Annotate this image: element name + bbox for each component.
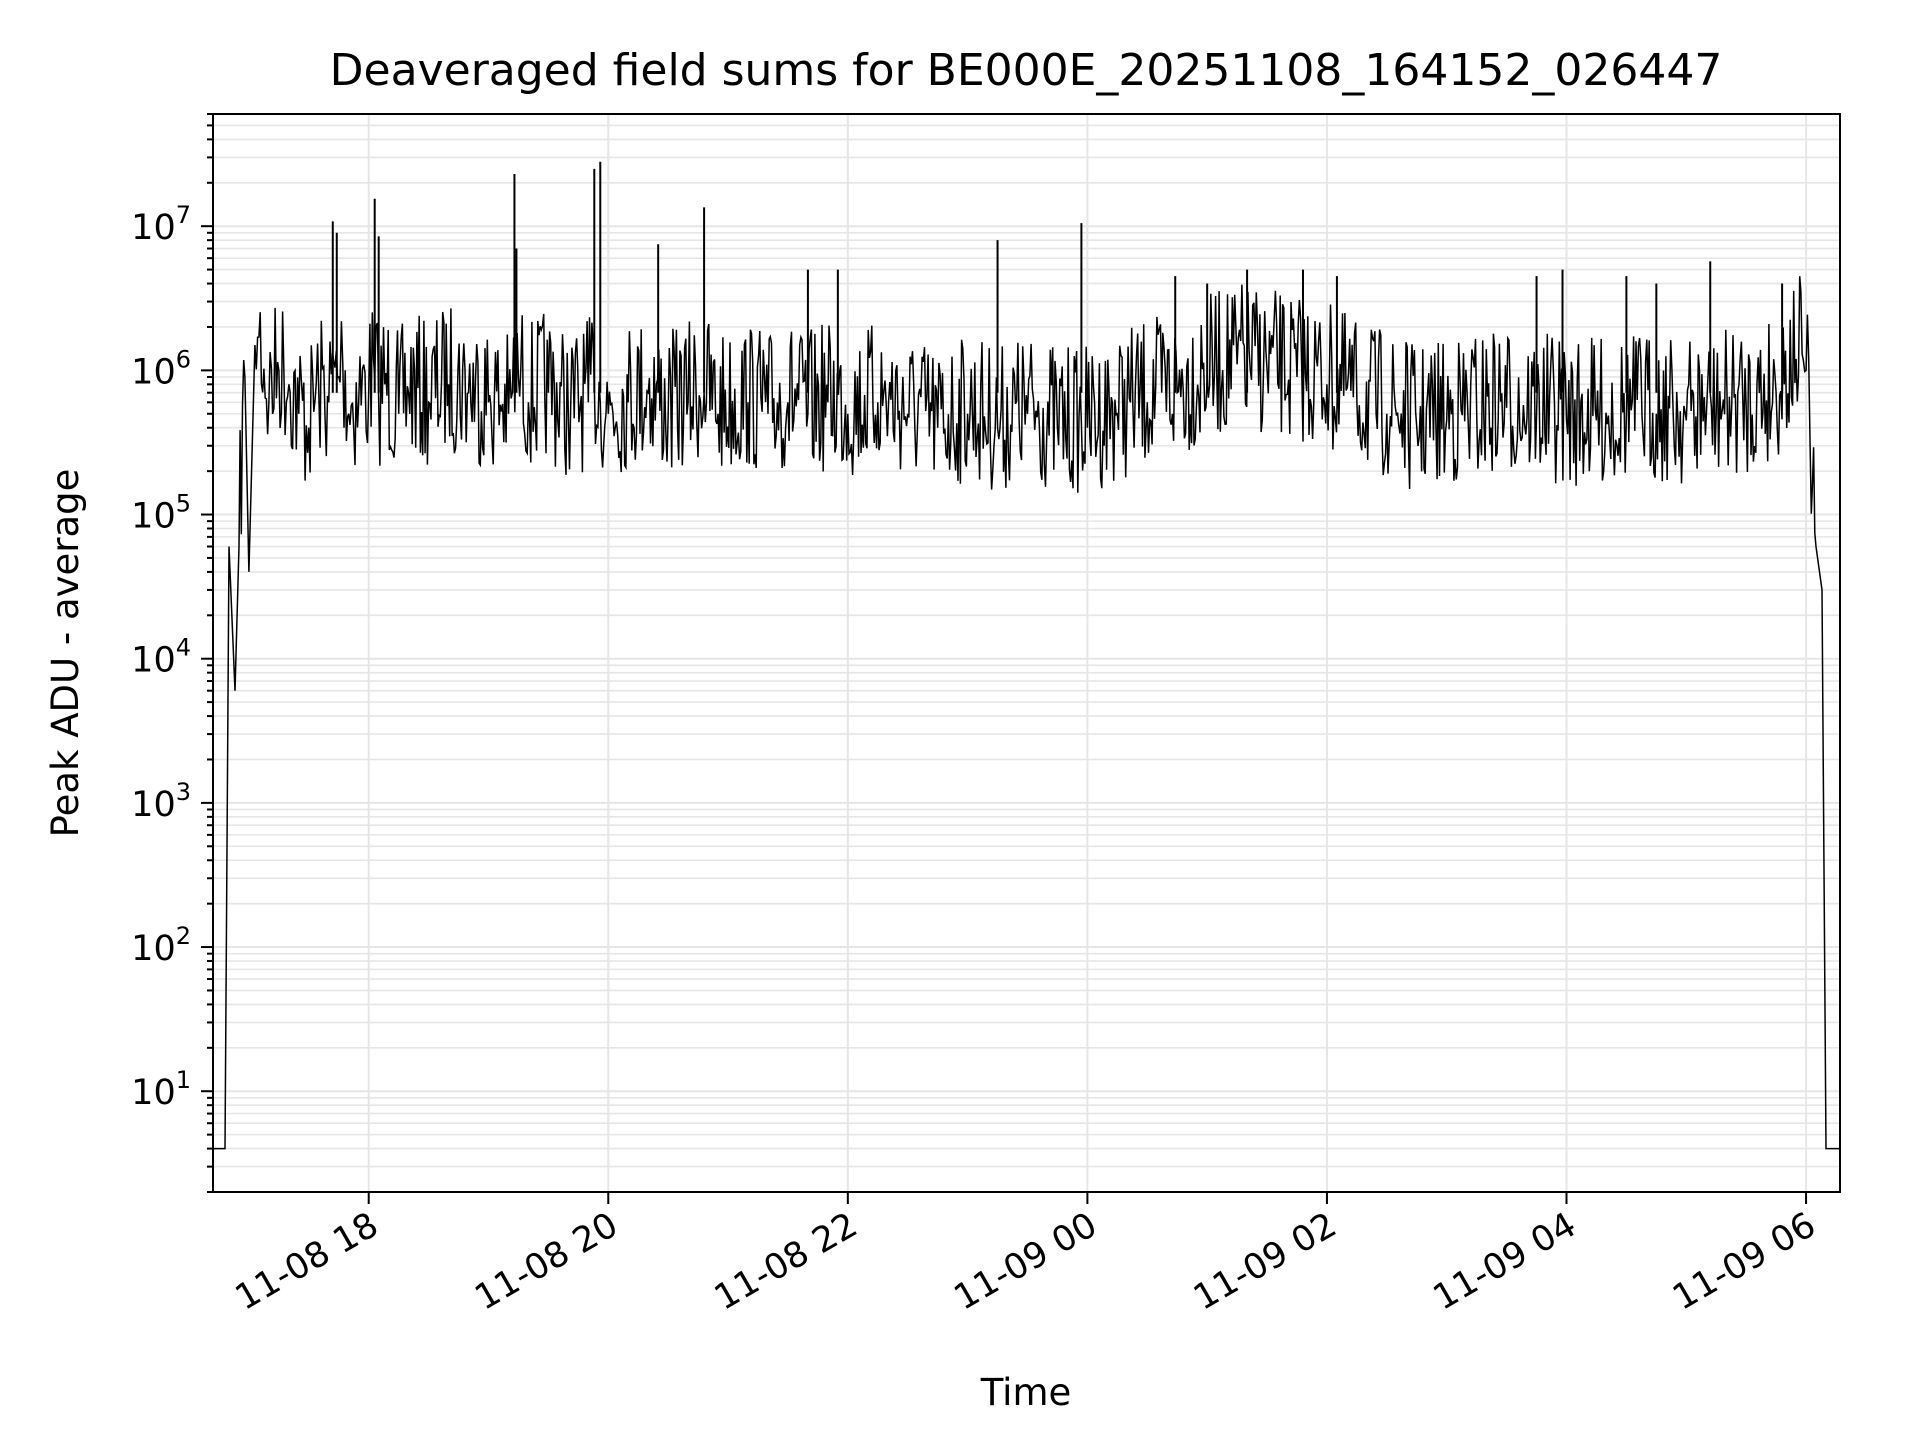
y-tick-base: 10 [131,785,176,825]
y-tick-exponent: 4 [176,634,191,662]
plot-frame [212,113,1841,1193]
grid [213,113,1840,1193]
y-tick-label: 104 [131,634,191,681]
y-tick-label: 105 [131,490,191,537]
y-tick-base: 10 [131,1073,176,1113]
y-tick-exponent: 6 [176,345,191,373]
y-tick-label: 106 [131,345,191,392]
data-line-group [213,161,1840,1150]
y-tick-exponent: 5 [176,490,191,518]
y-tick-exponent: 7 [176,201,191,229]
chart-title: Deaveraged field sums for BE000E_2025110… [330,45,1723,96]
y-tick-label: 107 [131,201,191,248]
y-tick-exponent: 1 [176,1066,191,1094]
y-axis-label: Peak ADU - average [44,469,87,838]
y-tick-base: 10 [131,641,176,681]
y-tick-exponent: 2 [176,922,191,950]
y-tick-label: 101 [131,1066,191,1113]
y-tick-base: 10 [131,352,176,392]
y-tick-exponent: 3 [176,778,191,806]
x-axis-label: Time [980,1371,1072,1414]
data-line [213,276,1840,1150]
y-tick-base: 10 [131,929,176,969]
y-tick-label: 103 [131,778,191,825]
y-tick-base: 10 [131,497,176,537]
y-tick-label: 102 [131,922,191,969]
y-tick-base: 10 [131,208,176,248]
